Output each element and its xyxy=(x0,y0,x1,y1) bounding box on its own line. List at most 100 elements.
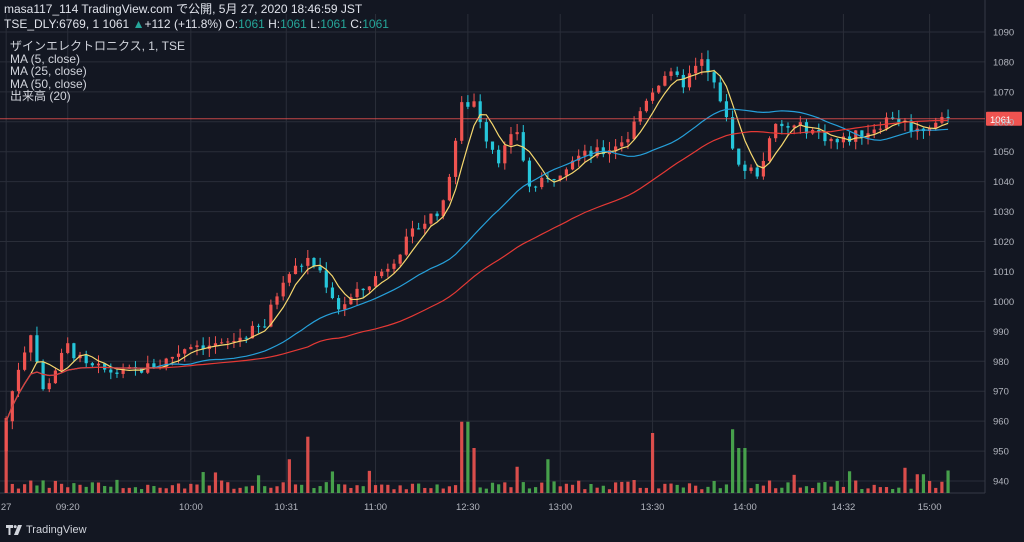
volume-bar xyxy=(16,488,21,493)
x-tick-label: 14:00 xyxy=(733,502,757,513)
volume-bar xyxy=(213,472,218,493)
volume-bar xyxy=(903,467,907,493)
y-tick-label: 1000 xyxy=(993,297,1014,308)
candle-body xyxy=(29,335,33,353)
chart-header: masa117_114 TradingView.com で公開, 5月 27, … xyxy=(4,2,389,32)
volume-bar xyxy=(657,488,661,493)
legend-ma50[interactable]: MA (50, close) xyxy=(10,76,87,91)
candle-body xyxy=(823,132,827,142)
legend-ma25[interactable]: MA (25, close) xyxy=(10,64,87,78)
candle-body xyxy=(250,325,255,339)
candle-body xyxy=(878,128,882,130)
candle-body xyxy=(373,276,378,287)
volume-bar xyxy=(552,481,556,493)
y-tick-label: 1020 xyxy=(993,237,1014,248)
volume-bar xyxy=(749,488,753,493)
x-tick-label: 13:00 xyxy=(548,502,572,513)
volume-bar xyxy=(503,482,507,493)
volume-bar xyxy=(792,474,796,493)
volume-bar xyxy=(238,487,242,493)
volume-bar xyxy=(349,487,353,493)
volume-bar xyxy=(626,481,630,493)
x-tick-label: 12:30 xyxy=(456,502,480,513)
volume-bar xyxy=(355,485,359,493)
volume-bar xyxy=(29,480,33,493)
volume-bar xyxy=(878,487,882,493)
volume-bar xyxy=(318,486,322,493)
volume-bar xyxy=(564,483,568,493)
candle-body xyxy=(176,353,181,357)
volume-bar xyxy=(66,487,70,493)
volume-bar xyxy=(226,482,230,493)
volume-bar xyxy=(730,429,735,493)
volume-bar xyxy=(23,484,27,493)
candle-body xyxy=(312,257,316,267)
y-tick-label: 1070 xyxy=(993,87,1014,98)
volume-bar xyxy=(410,483,415,493)
volume-bar xyxy=(620,481,624,493)
volume-bar xyxy=(946,470,950,493)
candle-body xyxy=(35,335,39,362)
volume-bar xyxy=(835,480,839,493)
candle-body xyxy=(23,352,27,370)
candle-body xyxy=(718,82,722,102)
candle-body xyxy=(4,421,8,452)
volume-bar xyxy=(164,488,168,493)
legend-volume[interactable]: 出来高 (20) xyxy=(10,89,71,103)
candle-body xyxy=(115,372,119,374)
candle-body xyxy=(336,298,341,310)
volume-bar xyxy=(47,487,51,493)
candle-body xyxy=(675,71,679,75)
candle-body xyxy=(380,271,384,277)
candle-body xyxy=(367,286,371,291)
volume-bar xyxy=(601,485,605,493)
volume-bar xyxy=(429,488,433,493)
volume-bar xyxy=(195,484,199,493)
volume-bar xyxy=(447,486,452,493)
candle-body xyxy=(527,160,532,187)
volume-bar xyxy=(737,448,741,493)
volume-bar xyxy=(694,485,698,493)
volume-bar xyxy=(293,484,298,493)
volume-bar xyxy=(170,485,174,493)
candle-body xyxy=(201,345,205,350)
candle-body xyxy=(657,85,661,93)
volume-bar xyxy=(41,480,45,493)
volume-bar xyxy=(72,483,76,493)
volume-bar xyxy=(207,485,211,493)
volume-bar xyxy=(934,487,938,493)
x-axis: 27 09:20 10:00 10:31 11:00 12:30 13:00 13:30 14:… xyxy=(1,502,942,513)
last-price-tag-label: 1061 xyxy=(990,115,1011,126)
candle-body xyxy=(220,342,224,344)
volume-bar xyxy=(577,480,581,493)
candle-body xyxy=(792,125,796,128)
volume-bar xyxy=(724,484,729,493)
ma25-line xyxy=(5,108,949,422)
x-tick-label: 13:30 xyxy=(641,502,665,513)
candle-body xyxy=(626,139,630,143)
legend-ma5[interactable]: MA (5, close) xyxy=(10,51,81,66)
candle-body xyxy=(570,160,575,170)
volume-bar xyxy=(743,448,747,493)
candle-body xyxy=(349,297,353,305)
volume-bar xyxy=(860,489,864,493)
volume-bar xyxy=(380,484,384,493)
change-arrow-icon: ▲ xyxy=(132,17,145,31)
candle-body xyxy=(281,282,285,297)
ma5-line xyxy=(5,69,949,422)
volume-bars xyxy=(4,418,950,493)
candle-body xyxy=(441,200,445,217)
volume-bar xyxy=(546,459,550,493)
legend-title[interactable]: ザインエレクトロニクス, 1, TSE xyxy=(10,39,185,53)
low-label: L: xyxy=(310,17,321,31)
candle-body xyxy=(509,134,513,146)
volume-bar xyxy=(269,487,273,493)
candle-body xyxy=(681,74,685,88)
volume-bar xyxy=(755,483,759,493)
candle-body xyxy=(700,59,704,66)
tradingview-logo[interactable]: TradingView xyxy=(6,522,87,538)
volume-bar xyxy=(847,471,852,493)
volume-bar xyxy=(484,488,488,493)
